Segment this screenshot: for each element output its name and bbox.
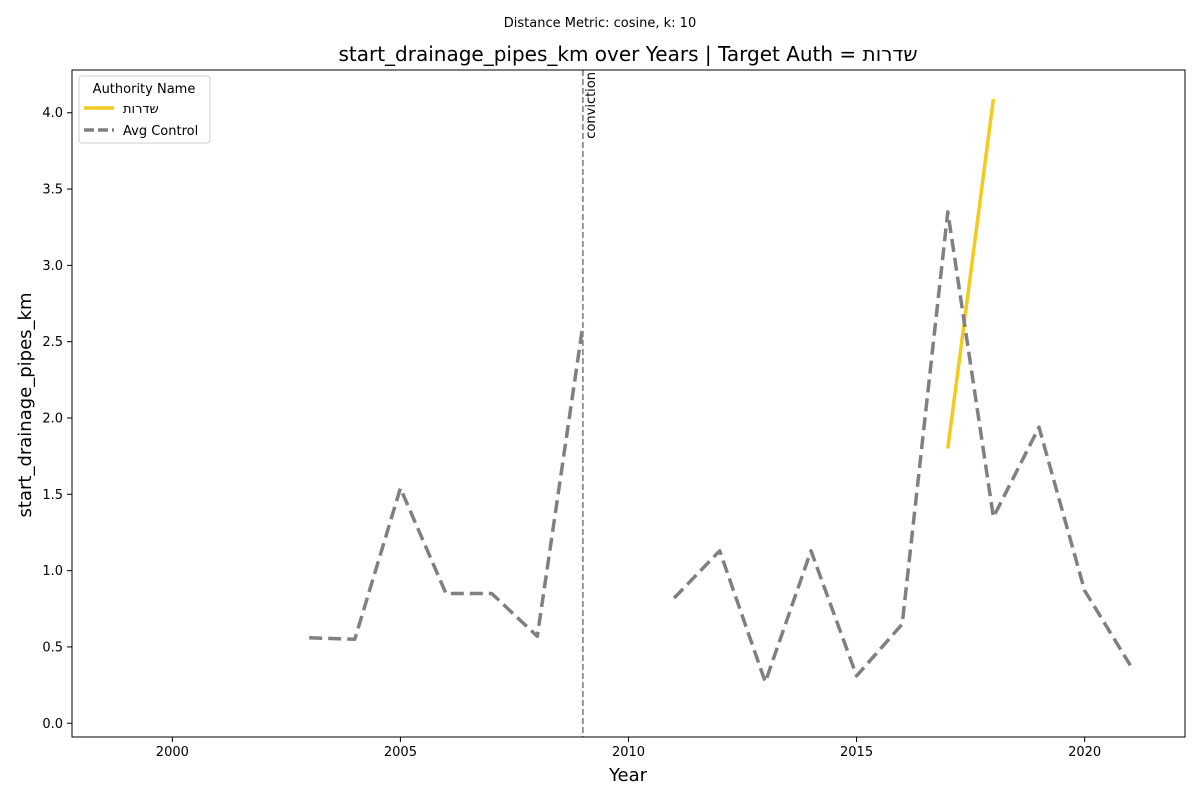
chart-title: start_drainage_pipes_km over Years | Tar… [338, 42, 917, 66]
legend-title: Authority Name [93, 82, 196, 97]
x-tick-label: 2015 [840, 745, 873, 760]
y-tick-label: 1.0 [42, 564, 63, 579]
y-tick-label: 0.0 [42, 717, 63, 732]
y-tick-label: 2.5 [42, 335, 63, 350]
x-tick-label: 2010 [612, 745, 645, 760]
annotation-label: conviction [584, 72, 599, 139]
x-tick-label: 2000 [156, 745, 189, 760]
y-axis-label: start_drainage_pipes_km [15, 293, 36, 518]
legend-entry-label: Avg Control [123, 124, 198, 139]
plot-frame [71, 69, 1186, 738]
legend-box [78, 75, 211, 144]
x-tick-label: 2020 [1068, 745, 1101, 760]
y-tick-label: 4.0 [42, 106, 63, 121]
legend: Authority Name שדרות Avg Control [78, 75, 211, 144]
y-tick-label: 2.0 [42, 412, 63, 427]
y-tick-label: 3.0 [42, 259, 63, 274]
y-tick-label: 0.5 [42, 640, 63, 655]
series-line-0-segment-0 [946, 98, 996, 449]
x-tick-label: 2005 [384, 745, 417, 760]
x-axis-label: Year [608, 765, 648, 786]
legend-entry-label: שדרות [123, 102, 159, 117]
y-tick-label: 1.5 [42, 488, 63, 503]
series-line-1-segment-1 [672, 210, 1132, 684]
series-line-1-segment-0 [309, 324, 585, 642]
y-tick-label: 3.5 [42, 183, 63, 198]
chart-suptitle: Distance Metric: cosine, k: 10 [504, 16, 696, 31]
